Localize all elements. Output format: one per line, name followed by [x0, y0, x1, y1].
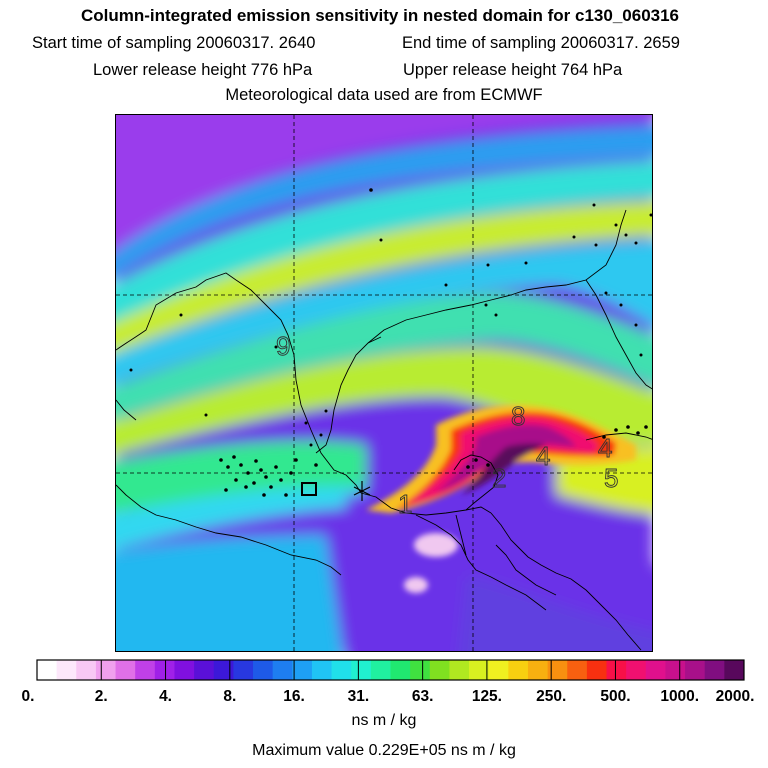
upper-release-height: Upper release height 764 hPa	[403, 61, 623, 79]
colorbar-segment	[508, 660, 529, 680]
colorbar-tick-label: 125.	[471, 688, 502, 705]
contour-label: 4	[598, 433, 612, 463]
colorbar-segment	[527, 660, 549, 680]
contour-label: 1	[398, 489, 412, 519]
grid-lines	[116, 115, 652, 651]
colorbar-segment	[272, 660, 293, 680]
colorbar-segment	[213, 660, 234, 680]
coastlines	[116, 209, 652, 651]
colorbar-segment	[547, 660, 568, 680]
colorbar-segment	[390, 660, 411, 680]
colorbar-border	[36, 659, 745, 681]
colorbar-segment	[429, 660, 450, 680]
colorbar-segment	[135, 660, 156, 680]
colorbar-segment	[95, 660, 117, 680]
contour-label: 2	[492, 463, 506, 493]
colorbar-segment	[370, 660, 391, 680]
colorbar-segment	[626, 660, 647, 680]
met-data-source: Meteorological data used are from ECMWF	[225, 86, 543, 104]
emission-sensitivity-map: 9 8 4 5 4 2 1	[115, 114, 653, 652]
end-time: End time of sampling 20060317. 2659	[402, 34, 680, 52]
plot-title: Column-integrated emission sensitivity i…	[80, 6, 680, 25]
colorbar-segment	[410, 660, 431, 680]
start-time: Start time of sampling 20060317. 2640	[32, 34, 316, 52]
lower-release-height: Lower release height 776 hPa	[93, 61, 313, 79]
colorbar-tick-label: 63.	[411, 688, 434, 705]
colorbar-tick-label: 0.	[21, 688, 35, 705]
colorbar-tick-label: 31.	[347, 688, 370, 705]
colorbar-tick-label: 16.	[283, 688, 305, 705]
colorbar-segment	[606, 660, 627, 680]
colorbar-segment	[174, 660, 195, 680]
colorbar-tick-label: 500.	[600, 688, 631, 705]
colorbar-units: ns m / kg	[351, 712, 417, 729]
maximum-value: Maximum value 0.229E+05 ns m / kg	[252, 742, 516, 759]
colorbar-segment	[311, 660, 333, 680]
colorbar-tick-label: 2000.	[715, 688, 755, 705]
colorbar-segment	[645, 660, 666, 680]
colorbar-segment	[567, 660, 588, 680]
contour-labels: 9 8 4 5 4 2 1	[276, 331, 619, 520]
colorbar-tick-label: 2.	[94, 688, 108, 705]
colorbar-segment	[488, 660, 509, 680]
contour-label: 9	[276, 331, 290, 361]
station-markers	[129, 188, 652, 497]
colorbar-segment	[194, 660, 215, 680]
colorbar-segment	[331, 660, 352, 680]
contour-label: 4	[536, 441, 550, 471]
colorbar-segment	[253, 660, 274, 680]
colorbar-tick-label: 250.	[536, 688, 567, 705]
source-box-marker	[301, 482, 317, 496]
colorbar-segment	[233, 660, 254, 680]
colorbar-segment	[56, 660, 77, 680]
contour-label: 5	[604, 463, 618, 493]
colorbar-segment	[724, 660, 745, 680]
colorbar-tick-label: 4.	[159, 688, 172, 705]
release-point-marker	[353, 481, 371, 501]
colorbar-segment	[292, 660, 313, 680]
colorbar-segment	[665, 660, 686, 680]
colorbar-segment	[704, 660, 725, 680]
colorbar-segment	[115, 660, 136, 680]
colorbar-segment	[76, 660, 97, 680]
colorbar-segment	[685, 660, 706, 680]
colorbar-segment	[449, 660, 470, 680]
colorbar-tick-label: 1000.	[660, 688, 700, 705]
colorbar-segment	[37, 660, 58, 680]
colorbar-tick-label: 8.	[223, 688, 237, 705]
colorbar-segment	[469, 660, 490, 680]
colorbar-segment	[586, 660, 608, 680]
contour-label: 8	[511, 401, 525, 431]
colorbar	[36, 659, 745, 681]
colorbar-segment	[351, 660, 372, 680]
colorbar-segment	[154, 660, 175, 680]
map-canvas: 9 8 4 5 4 2 1	[116, 115, 652, 651]
